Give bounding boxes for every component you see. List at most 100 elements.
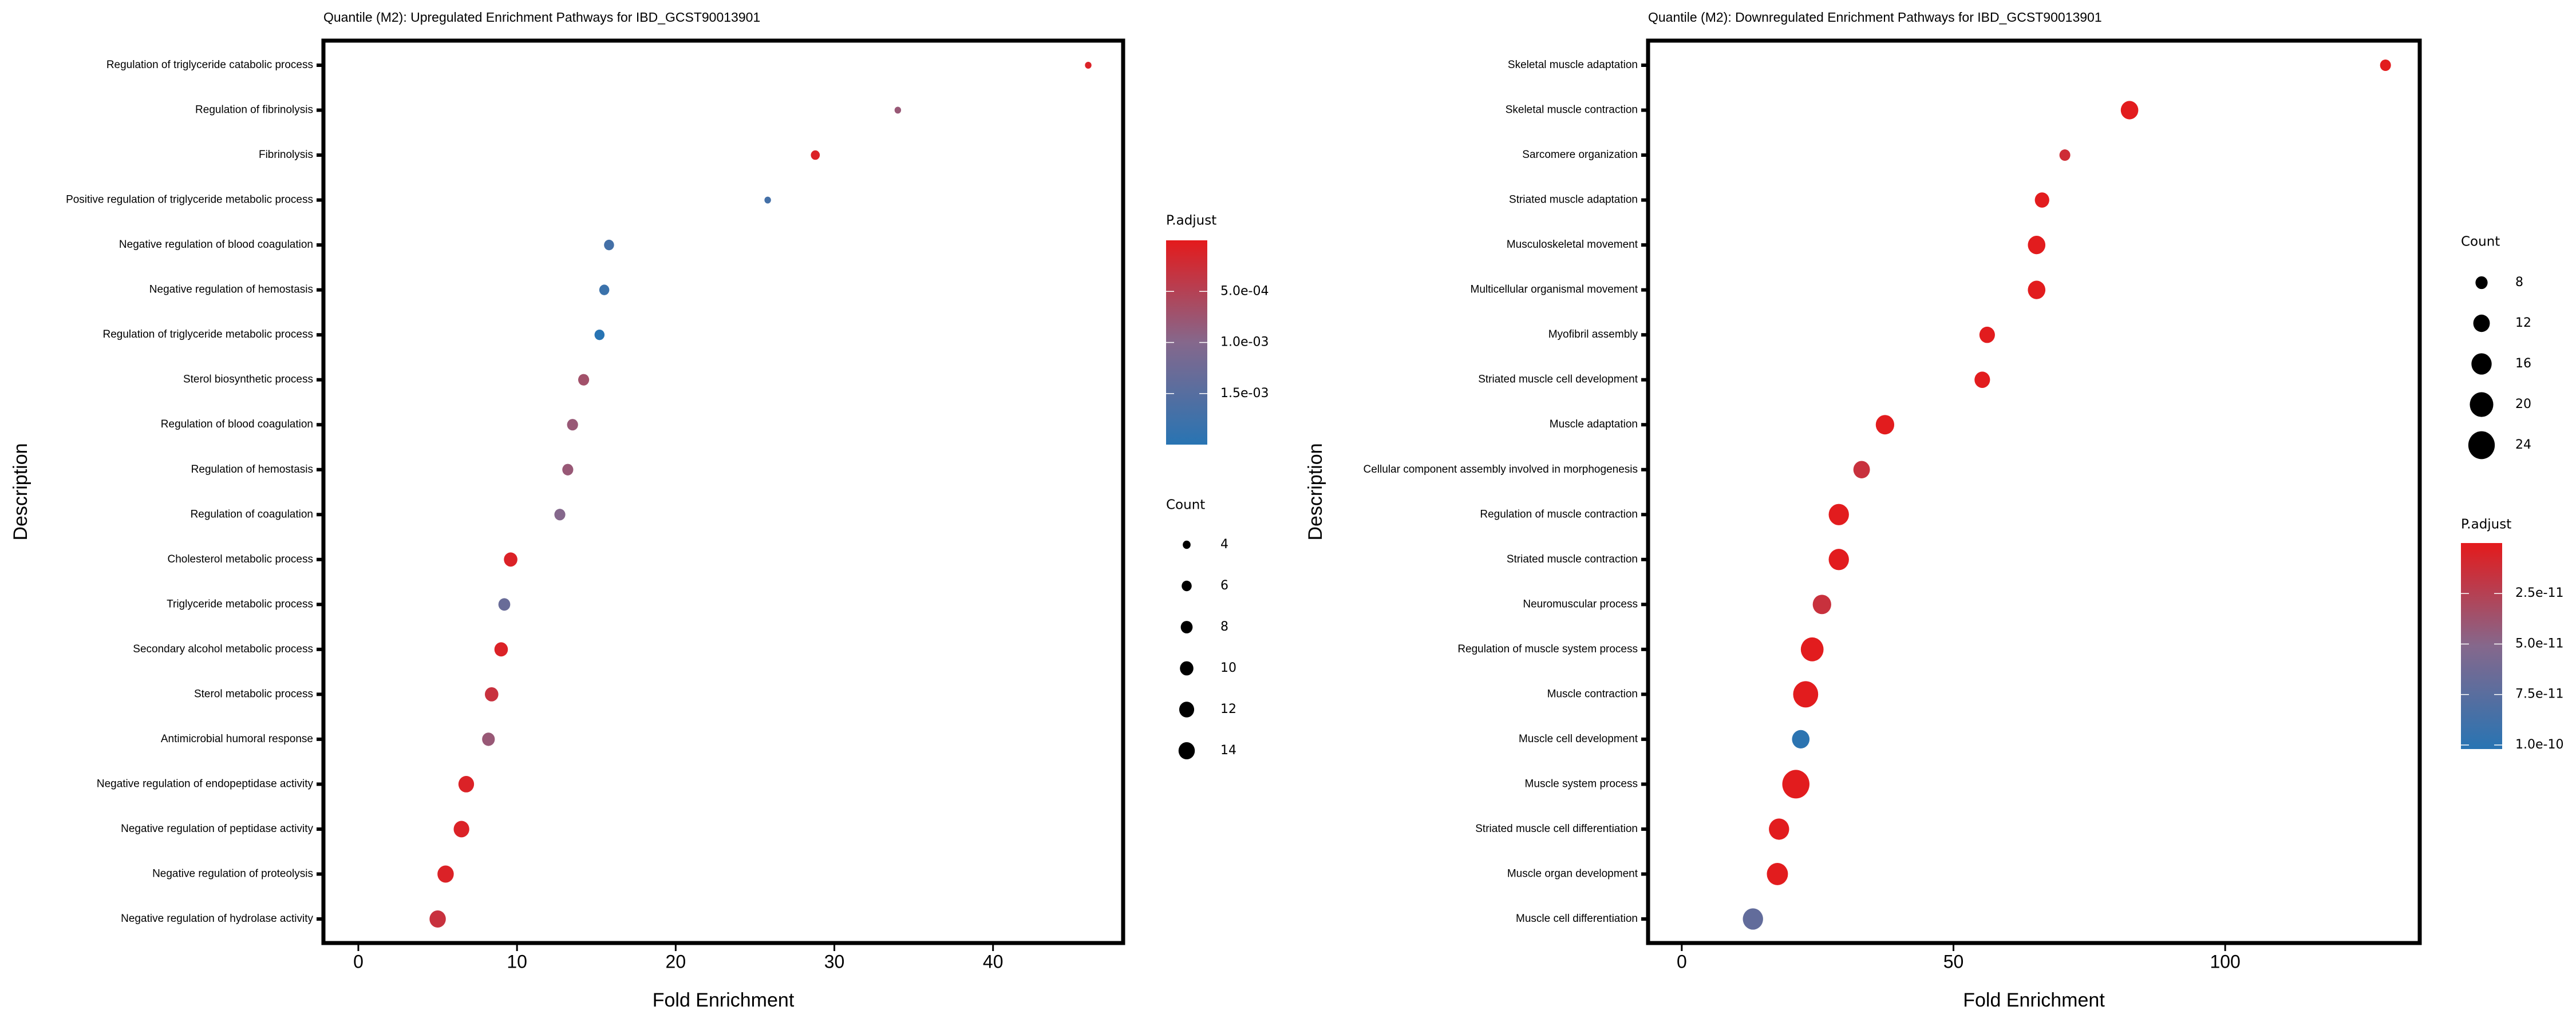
- y-tick-label: Regulation of hemostasis: [191, 464, 313, 476]
- y-tick-label: Musculoskeletal movement: [1507, 239, 1638, 251]
- plot-area: [1646, 38, 2422, 945]
- size-legend-label: 10: [1220, 661, 1236, 675]
- y-tick-label: Myofibril assembly: [1548, 328, 1638, 340]
- color-legend-label: 7.5e-11: [2515, 687, 2563, 702]
- panel-upregulated: Quantile (M2): Upregulated Enrichment Pa…: [10, 10, 1269, 1011]
- data-point: [458, 776, 475, 793]
- x-axis-title: Fold Enrichment: [1963, 989, 2105, 1011]
- data-point: [599, 284, 610, 295]
- y-tick-label: Regulation of muscle contraction: [1480, 508, 1638, 520]
- color-legend-label: 5.0e-11: [2515, 636, 2563, 651]
- data-point: [429, 910, 446, 928]
- x-tick-label: 100: [2210, 951, 2240, 972]
- y-tick-label: Cholesterol metabolic process: [167, 553, 313, 565]
- data-point: [498, 598, 511, 611]
- data-point: [567, 419, 578, 431]
- color-legend-label: 1.0e-10: [2515, 738, 2563, 752]
- y-tick-label: Cellular component assembly involved in …: [1364, 464, 1638, 476]
- y-tick-label: Muscle contraction: [1547, 688, 1638, 700]
- y-axis-title: Description: [10, 443, 31, 540]
- data-point: [1782, 770, 1809, 799]
- panel-downregulated: Quantile (M2): Downregulated Enrichment …: [1305, 10, 2563, 1011]
- y-tick-label: Triglyceride metabolic process: [167, 598, 313, 610]
- size-legend-key: [1178, 742, 1195, 759]
- data-point: [437, 865, 454, 883]
- size-legend-key: [2471, 353, 2492, 375]
- y-tick-label: Regulation of triglyceride catabolic pro…: [106, 59, 313, 71]
- y-tick-label: Regulation of blood coagulation: [161, 418, 313, 430]
- size-legend-key: [2470, 392, 2494, 417]
- y-tick-label: Skeletal muscle adaptation: [1508, 59, 1638, 71]
- x-axis-title: Fold Enrichment: [653, 989, 795, 1011]
- size-legend-label: 20: [2515, 397, 2531, 411]
- color-legend-title: P.adjust: [1166, 213, 1216, 228]
- data-point: [578, 374, 590, 386]
- color-legend-bar: [2461, 543, 2502, 749]
- size-legend-label: 16: [2515, 356, 2531, 371]
- data-point: [485, 687, 499, 702]
- chart-title: Quantile (M2): Upregulated Enrichment Pa…: [323, 10, 760, 25]
- y-tick-label: Multicellular organismal movement: [1471, 284, 1638, 296]
- y-tick-label: Fibrinolysis: [259, 149, 313, 161]
- y-tick-label: Striated muscle cell development: [1478, 374, 1638, 386]
- x-tick-label: 10: [507, 951, 527, 972]
- size-legend-key: [2475, 276, 2488, 290]
- data-point: [1828, 549, 1849, 571]
- y-tick-label: Negative regulation of proteolysis: [152, 867, 313, 880]
- data-point: [1085, 62, 1092, 69]
- y-tick-label: Negative regulation of hydrolase activit…: [121, 913, 313, 925]
- y-tick-label: Striated muscle cell differentiation: [1475, 823, 1638, 835]
- data-point: [1743, 908, 1763, 930]
- data-point: [2120, 101, 2139, 120]
- size-legend-label: 8: [1220, 620, 1228, 634]
- data-point: [1800, 637, 1824, 661]
- size-legend-key: [2468, 431, 2495, 459]
- y-tick-label: Sterol metabolic process: [194, 688, 313, 700]
- y-tick-label: Sterol biosynthetic process: [183, 374, 313, 386]
- data-point: [1875, 415, 1895, 435]
- size-legend-key: [1180, 661, 1194, 676]
- size-legend-title: Count: [2461, 235, 2500, 249]
- y-axis-title: Description: [1305, 443, 1326, 540]
- x-tick-label: 0: [1677, 951, 1687, 972]
- data-point: [894, 106, 902, 114]
- y-tick-label: Positive regulation of triglyceride meta…: [66, 194, 313, 206]
- data-point: [1769, 818, 1789, 840]
- color-legend-label: 1.5e-03: [1220, 386, 1269, 401]
- y-tick-label: Striated muscle adaptation: [1509, 194, 1638, 206]
- size-legend-key: [2473, 314, 2490, 332]
- y-tick-label: Negative regulation of hemostasis: [149, 284, 313, 296]
- y-tick-label: Regulation of muscle system process: [1457, 643, 1638, 655]
- size-legend-label: 12: [1220, 702, 1236, 716]
- data-point: [1812, 595, 1831, 615]
- y-tick-label: Neuromuscular process: [1523, 598, 1638, 610]
- y-tick-label: Regulation of fibrinolysis: [195, 104, 313, 116]
- data-point: [811, 150, 820, 160]
- data-point: [1793, 681, 1819, 708]
- data-point: [2034, 192, 2049, 208]
- y-tick-label: Antimicrobial humoral response: [161, 733, 313, 745]
- y-tick-label: Skeletal muscle contraction: [1506, 104, 1638, 116]
- size-legend-label: 6: [1220, 579, 1228, 593]
- data-point: [1979, 326, 1995, 343]
- plot-area: [321, 38, 1125, 945]
- size-legend-label: 8: [2515, 275, 2523, 290]
- y-tick-label: Muscle organ development: [1507, 867, 1638, 880]
- size-legend-key: [1180, 621, 1193, 633]
- data-point: [764, 196, 771, 204]
- x-tick-label: 0: [353, 951, 364, 972]
- data-point: [1974, 371, 1990, 388]
- color-legend-label: 5.0e-04: [1220, 284, 1269, 298]
- size-legend-title: Count: [1166, 498, 1205, 513]
- data-point: [494, 642, 508, 657]
- y-tick-label: Striated muscle contraction: [1507, 553, 1638, 565]
- color-legend-label: 2.5e-11: [2515, 586, 2563, 600]
- data-point: [1853, 461, 1870, 478]
- data-point: [453, 821, 469, 838]
- x-tick-label: 50: [1943, 951, 1964, 972]
- y-tick-label: Regulation of coagulation: [191, 508, 313, 520]
- size-legend-key: [1179, 702, 1195, 718]
- y-tick-label: Sarcomere organization: [1522, 149, 1638, 161]
- color-legend-title: P.adjust: [2461, 517, 2511, 532]
